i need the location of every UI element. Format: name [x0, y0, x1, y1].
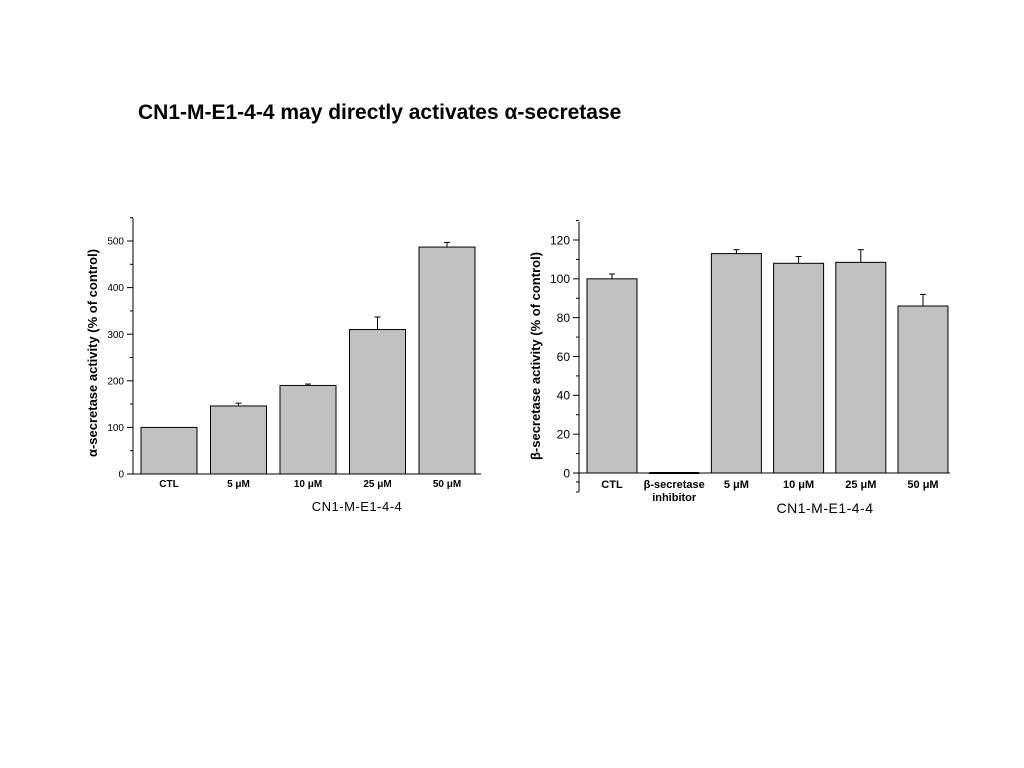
alpha-bar-ctl — [140, 426, 198, 475]
alpha-y-axis-label: α-secretase activity (% of control) — [85, 249, 100, 457]
alpha-x-axis-label: CN1-M-E1-4-4 — [312, 499, 403, 514]
beta-y-tick-label: 120 — [550, 233, 570, 247]
slide-title-text: CN1-M-E1-4-4 may directly activates — [138, 101, 505, 124]
beta-y-tick-label: 100 — [550, 272, 570, 286]
alpha-y-tick-label: 400 — [107, 283, 124, 294]
beta-bar-10-m — [773, 262, 825, 474]
beta-category-label: 5 μM — [724, 479, 749, 491]
alpha-y-tick-label: 0 — [118, 470, 124, 481]
slide-title-suffix: -secretase — [517, 101, 622, 124]
beta-x-axis-label: CN1-M-E1-4-4 — [776, 500, 873, 516]
alpha-y-tick-label: 100 — [107, 423, 124, 434]
beta-y-tick-label: 60 — [557, 350, 571, 364]
alpha-bar-10-m — [279, 384, 337, 475]
beta-category-label: 25 μM — [845, 479, 876, 491]
beta-bar-5-m — [710, 253, 762, 474]
alpha-bar-25-m — [349, 329, 406, 475]
alpha-category-label: CTL — [159, 479, 178, 490]
alpha-category-label: 10 μM — [294, 479, 322, 490]
alpha-category-label: 50 μM — [433, 479, 461, 490]
beta-category-label: 50 μM — [907, 479, 938, 491]
alpha-y-tick-label: 200 — [107, 376, 124, 387]
alpha-symbol: α — [504, 101, 518, 124]
beta-category-label: 10 μM — [783, 479, 814, 491]
beta-category-label: β-secretase — [644, 479, 705, 491]
alpha-y-tick-label: 500 — [107, 237, 124, 248]
beta-category-label: inhibitor — [652, 492, 697, 504]
beta-y-axis-label: β-secretase activity (% of control) — [528, 252, 543, 460]
alpha-category-label: 25 μM — [363, 479, 391, 490]
beta-y-tick-label: 80 — [557, 311, 571, 325]
alpha-category-label: 5 μM — [227, 479, 250, 490]
beta-bar-50-m — [897, 305, 949, 474]
beta-y-tick-label: 20 — [557, 427, 571, 441]
slide-title: CN1-M-E1-4-4 may directly activates α-se… — [138, 101, 621, 125]
alpha-y-tick-label: 300 — [107, 330, 124, 341]
beta-y-tick-label: 0 — [563, 466, 570, 480]
alpha-bar-50-m — [418, 246, 476, 475]
beta-y-tick-label: 40 — [557, 389, 571, 403]
alpha-bar-5-m — [210, 405, 267, 475]
beta-category-label: CTL — [601, 479, 623, 491]
beta-bar-ctl — [586, 278, 638, 474]
beta-bar-25-m — [835, 261, 887, 474]
